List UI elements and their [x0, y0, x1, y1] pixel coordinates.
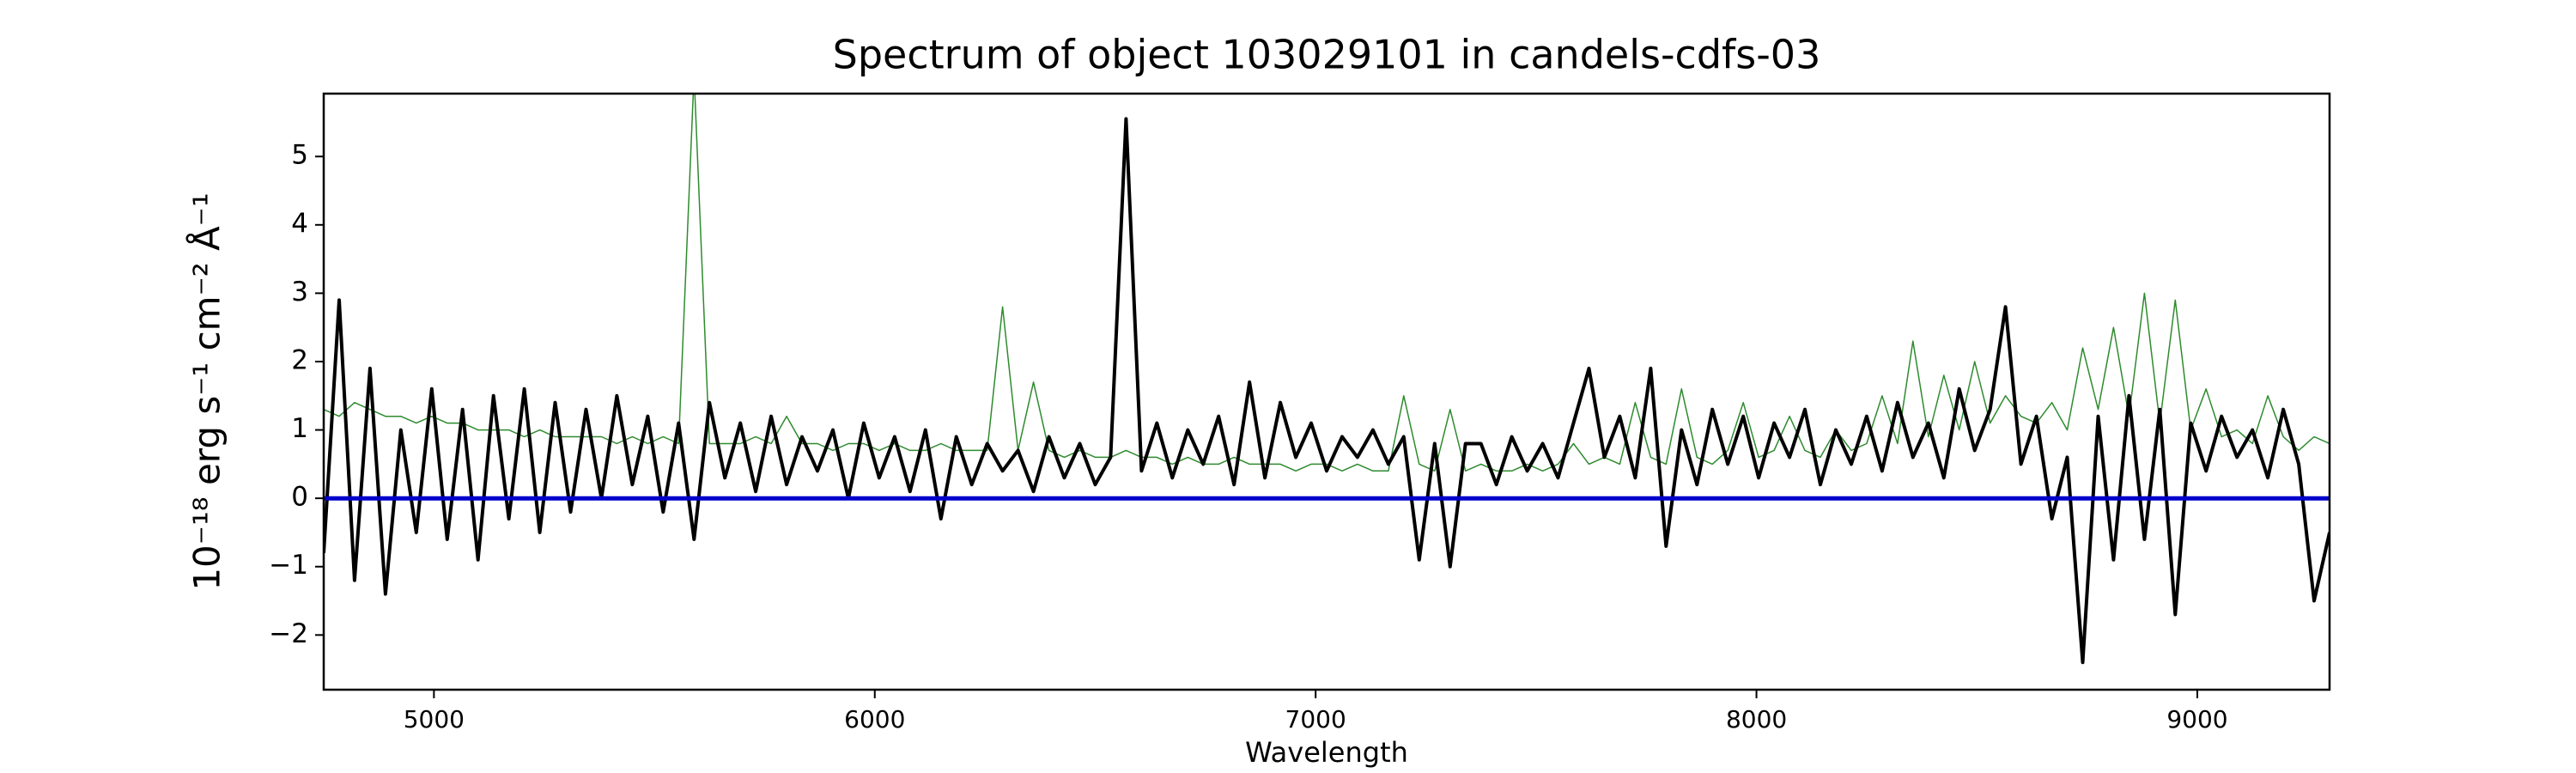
y-tick-label: −2 [269, 618, 308, 649]
spectrum-line [324, 94, 2330, 472]
plot-frame [322, 92, 2331, 691]
x-axis-label: Wavelength [1245, 736, 1408, 769]
y-tick-label: −1 [269, 550, 308, 581]
spectrum-line [324, 117, 2330, 665]
y-tick-label: 1 [291, 413, 308, 444]
y-tick-label: 4 [291, 208, 308, 239]
x-tick-label: 6000 [844, 705, 905, 733]
y-axis-label: 10⁻¹⁸ erg s⁻¹ cm⁻² Å⁻¹ [185, 192, 228, 590]
x-tick-label: 7000 [1285, 705, 1346, 733]
x-tick-label: 5000 [404, 705, 465, 733]
y-tick-label: 5 [291, 140, 308, 171]
y-tick-label: 3 [291, 277, 308, 307]
x-tick-label: 8000 [1726, 705, 1787, 733]
chart-title: Spectrum of object 103029101 in candels-… [833, 32, 1821, 78]
y-tick-label: 2 [291, 344, 308, 375]
plot-area [324, 94, 2330, 665]
y-tick-label: 0 [291, 482, 308, 513]
x-tick-label: 9000 [2166, 705, 2227, 733]
